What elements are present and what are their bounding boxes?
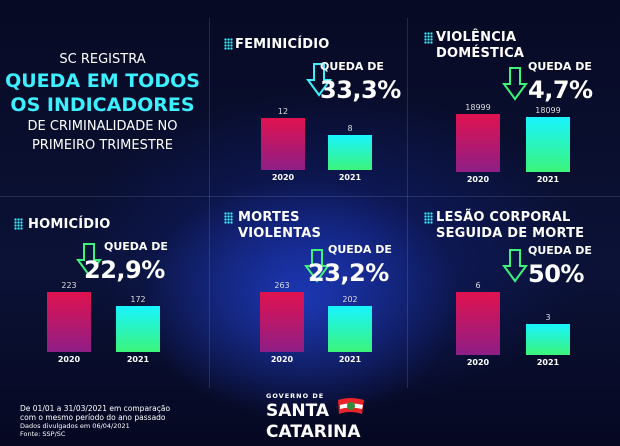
- down-arrow-icon: [76, 243, 102, 277]
- bar-2020: [261, 118, 305, 170]
- dotted-f-icon: [424, 212, 433, 224]
- chart-title: LESÃO CORPORAL SEGUIDA DE MORTE: [436, 210, 584, 242]
- bar-value: 8: [347, 124, 353, 134]
- bar-value: 202: [342, 294, 358, 304]
- bar-2021: [526, 323, 570, 355]
- chart-title: HOMICÍDIO: [28, 217, 111, 232]
- year-label: 2020: [57, 355, 81, 364]
- intro-line: SC REGISTRA: [59, 52, 146, 67]
- down-arrow-icon: [502, 67, 528, 101]
- bar-2020: [47, 292, 91, 352]
- chart-title: VIOLÊNCIA DOMÉSTICA: [436, 30, 524, 62]
- bar-value: 18099: [535, 105, 561, 115]
- drop-percent: 33,3%: [320, 76, 401, 104]
- bar-2021: [116, 305, 160, 352]
- drop-percent: 23,2%: [308, 259, 389, 287]
- drop-label: QUEDA DE: [528, 60, 592, 73]
- chart-title: FEMINICÍDIO: [235, 37, 330, 52]
- down-arrow-icon: [304, 249, 330, 283]
- flag-icon: [338, 398, 364, 414]
- dotted-f-icon: [14, 218, 23, 230]
- dotted-f-icon: [224, 38, 233, 50]
- chart-title-line: LESÃO CORPORAL: [436, 210, 571, 225]
- chart-title: MORTES VIOLENTAS: [238, 210, 321, 242]
- year-label: 2020: [466, 175, 490, 184]
- down-arrow-icon: [502, 249, 528, 283]
- bar-2020: [456, 292, 500, 355]
- drop-percent: 4,7%: [528, 76, 593, 104]
- bar-value: 223: [61, 281, 77, 290]
- drop-label: QUEDA DE: [104, 240, 168, 253]
- bar-value: 3: [545, 312, 551, 322]
- year-label: 2020: [271, 173, 295, 182]
- footer-source: Fonte: SSP/SC: [20, 430, 66, 438]
- footer-notes: De 01/01 a 31/03/2021 em comparação com …: [20, 404, 170, 438]
- drop-label: QUEDA DE: [320, 60, 384, 73]
- intro-line: DE CRIMINALIDADE NO: [27, 119, 178, 134]
- bar-2021: [328, 135, 372, 170]
- dotted-f-icon: [224, 212, 233, 224]
- down-arrow-icon: [306, 63, 332, 97]
- dotted-f-icon: [424, 32, 433, 44]
- footer-date: Dados divulgados em 06/04/2021: [20, 422, 130, 430]
- intro-text: SC REGISTRA QUEDA EM TODOS OS INDICADORE…: [0, 50, 205, 155]
- bar-value: 18999: [465, 103, 491, 112]
- year-label: 2021: [536, 358, 560, 367]
- drop-label: QUEDA DE: [328, 243, 392, 256]
- intro-line: PRIMEIRO TRIMESTRE: [31, 138, 174, 153]
- bar-value: 263: [274, 281, 290, 290]
- drop-label: QUEDA DE: [528, 244, 592, 257]
- drop-percent: 22,9%: [84, 256, 165, 284]
- logo-line: CATARINA: [266, 422, 361, 442]
- bar-2021: [328, 305, 372, 352]
- chart-title-line: MORTES: [238, 210, 300, 225]
- drop-percent: 50%: [528, 260, 584, 288]
- logo-line: SANTA: [266, 401, 330, 421]
- divider: [407, 18, 408, 388]
- year-label: 2021: [126, 355, 150, 364]
- bar-2020: [456, 114, 500, 172]
- bar-2021: [526, 116, 570, 172]
- bar-2020: [260, 292, 304, 352]
- chart-title-line: VIOLÊNCIA: [436, 30, 517, 45]
- divider: [0, 196, 620, 197]
- year-label: 2021: [338, 173, 362, 182]
- bar-value: 172: [130, 294, 146, 304]
- bar-value: 12: [277, 107, 289, 116]
- divider: [209, 18, 210, 388]
- intro-headline: QUEDA EM TODOS: [5, 70, 200, 92]
- footer-period: De 01/01 a 31/03/2021 em comparação: [20, 404, 171, 413]
- intro-headline: OS INDICADORES: [10, 94, 195, 116]
- year-label: 2020: [466, 358, 490, 367]
- logo-top: GOVERNO DE: [266, 392, 325, 400]
- bar-value: 6: [475, 281, 481, 290]
- year-label: 2021: [338, 355, 362, 364]
- year-label: 2021: [536, 175, 560, 184]
- chart-title-line: VIOLENTAS: [238, 226, 322, 241]
- footer-comparison: com o mesmo período do ano passado: [20, 413, 166, 422]
- chart-title-line: SEGUIDA DE MORTE: [436, 226, 585, 241]
- chart-title-line: DOMÉSTICA: [436, 46, 525, 61]
- year-label: 2020: [270, 355, 294, 364]
- government-logo: GOVERNO DE SANTA CATARINA: [266, 392, 386, 443]
